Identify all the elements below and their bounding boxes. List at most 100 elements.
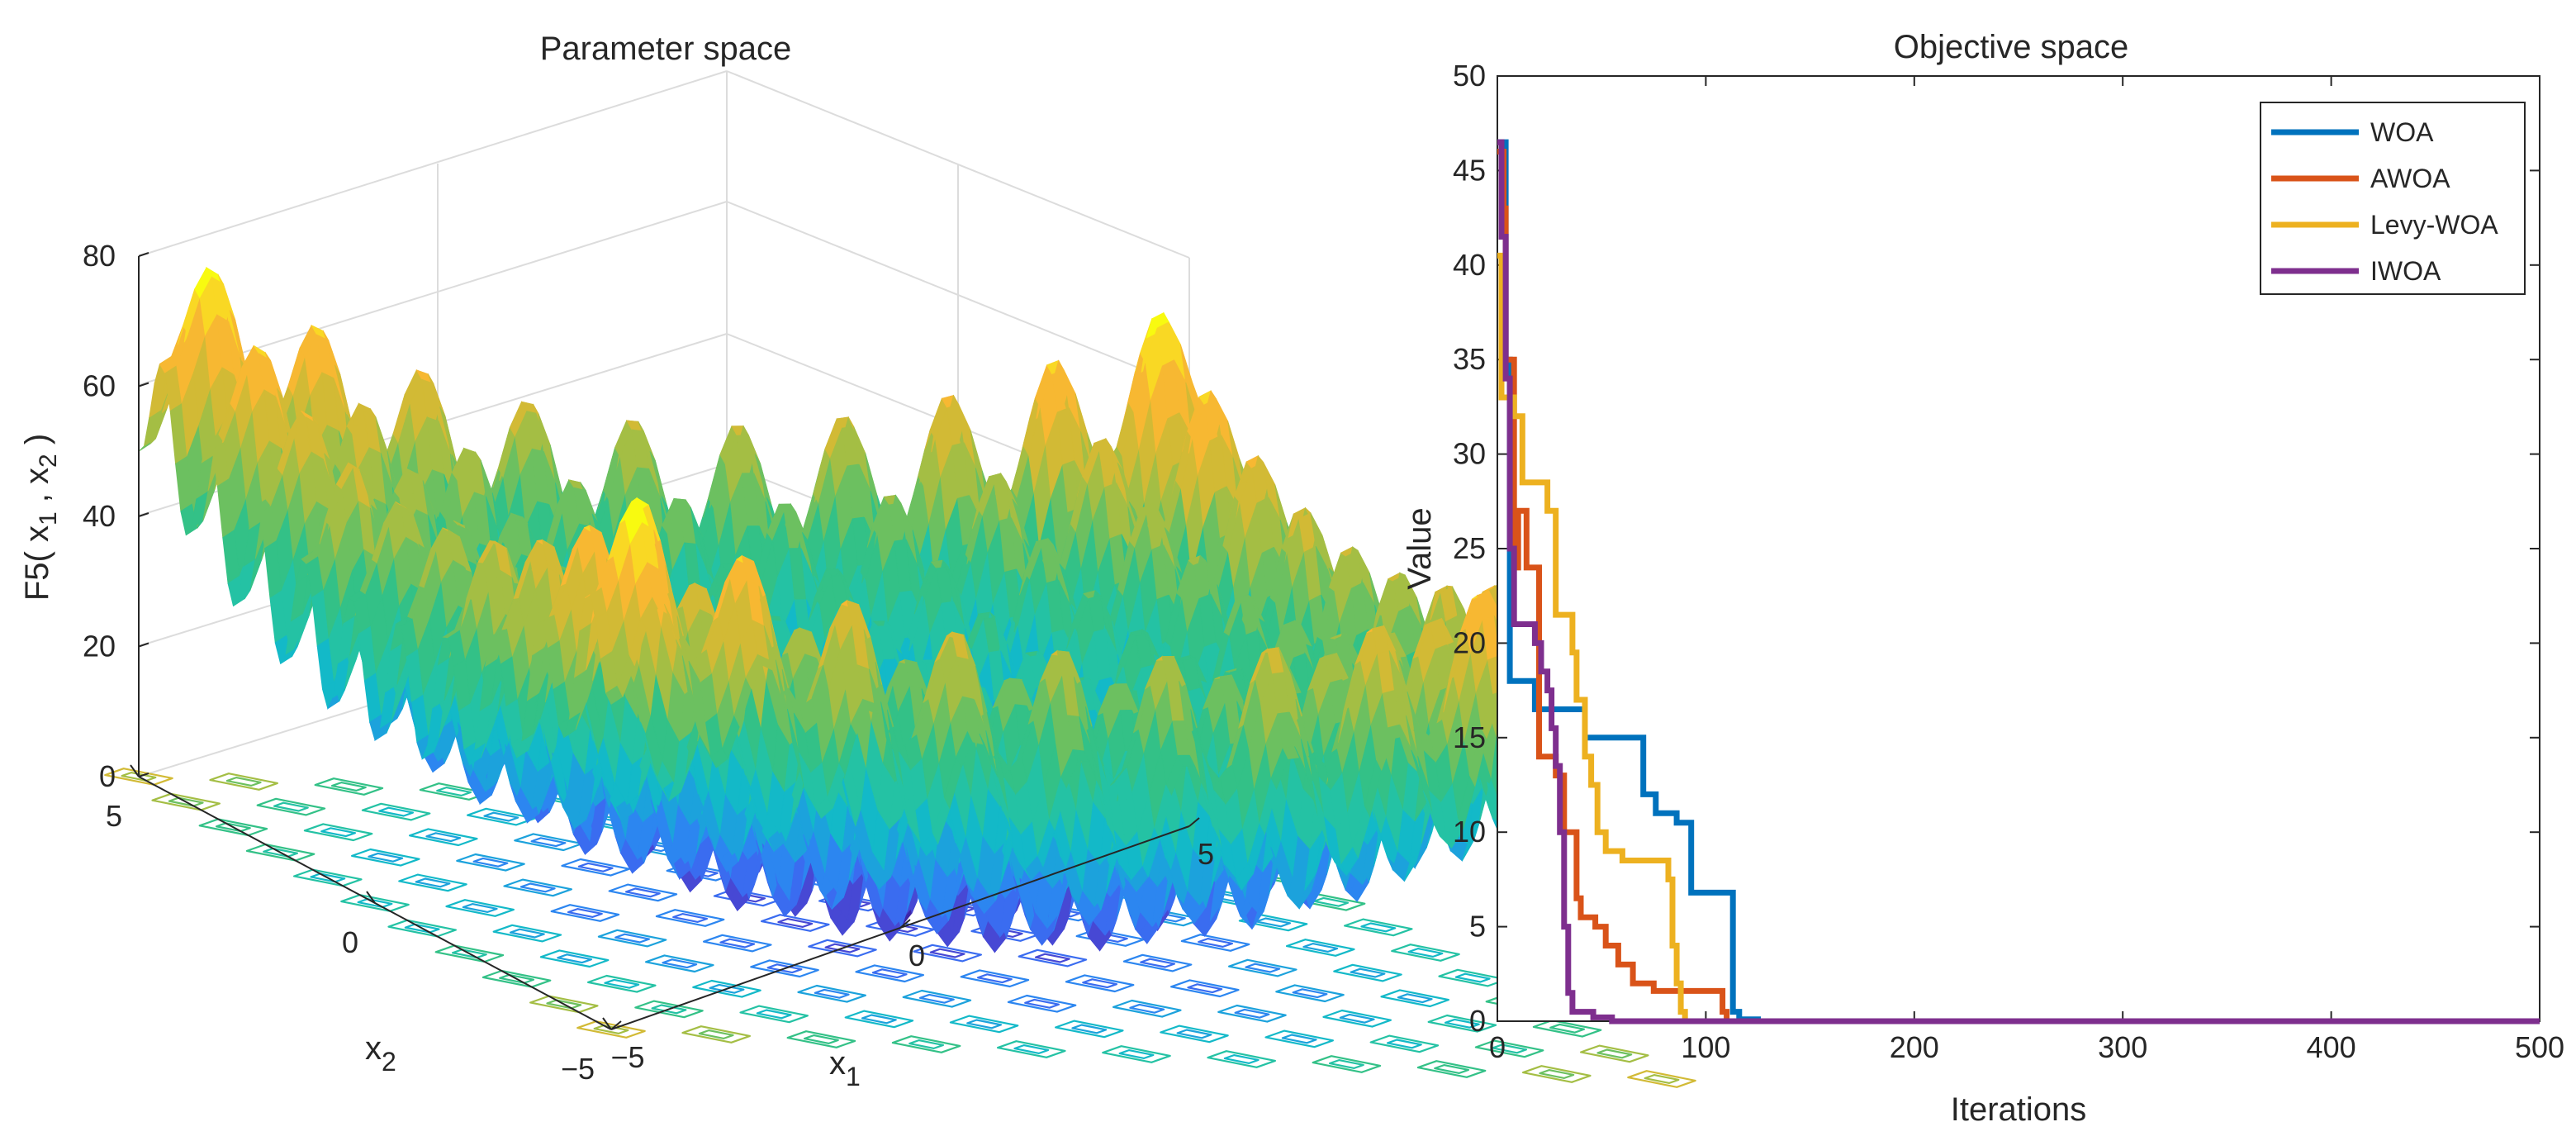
contour-ring (408, 828, 478, 847)
contour-ring (1286, 939, 1355, 957)
contour-ring (1065, 974, 1135, 993)
contour-ring (1580, 1044, 1649, 1063)
contour-ring (756, 1009, 792, 1020)
contour-ring (225, 777, 262, 787)
contour-ring (655, 909, 725, 927)
contour-ring (1176, 1029, 1212, 1039)
contour-ring (1407, 948, 1444, 958)
contour-ring (949, 1015, 1019, 1034)
contour-ring (1369, 1034, 1440, 1053)
contour-ring (808, 939, 877, 958)
contour-ring (976, 973, 1013, 984)
contour-ring (462, 903, 498, 913)
contour-ring (546, 999, 582, 1010)
contour-ring (719, 938, 756, 948)
contour-ring (1438, 968, 1507, 987)
contour-ring (681, 1025, 752, 1044)
contour-ring (1339, 1013, 1375, 1024)
contour-ring (445, 899, 515, 917)
contour-ring (357, 898, 393, 908)
contour-ring (1007, 994, 1077, 1013)
contour-ring (861, 1014, 897, 1025)
contour-ring (1071, 1024, 1108, 1034)
contour-ring (198, 818, 268, 837)
contour-ring (398, 873, 467, 892)
contour-ring (797, 984, 866, 1003)
contour-ring (702, 934, 772, 953)
contour-ring (215, 822, 251, 833)
contour-ring (1344, 918, 1413, 937)
contour-ring (472, 857, 509, 868)
contour-ring (624, 887, 661, 898)
contour-ring (739, 1005, 809, 1024)
contour-ring (378, 806, 415, 817)
surface-chart: Parameter space 8 (19, 31, 1696, 1091)
contour-ring (434, 944, 505, 963)
contour-ring (104, 768, 173, 786)
contour-ring (803, 1034, 839, 1044)
contour-ring (1380, 989, 1449, 1008)
contour-ring (824, 943, 861, 953)
contour-ring (1122, 953, 1193, 972)
contour-ring (1013, 1044, 1050, 1054)
contour-ring (1360, 922, 1397, 933)
contour-ring (1234, 1008, 1270, 1019)
contour-ring (292, 868, 363, 887)
contour-ring (1312, 1055, 1382, 1073)
contour-ring (310, 872, 346, 883)
contour-ring (1474, 1039, 1544, 1058)
contour-ring (567, 908, 603, 918)
contour-ring (786, 1030, 856, 1048)
contour-ring (871, 968, 908, 979)
contour-ring (1281, 1034, 1317, 1044)
contour-ring (844, 1010, 914, 1029)
contour-ring (918, 993, 955, 1004)
contour-ring (1102, 1045, 1171, 1063)
contour-ring (662, 958, 698, 969)
contour-ring (456, 853, 525, 872)
contour-ring (1118, 1049, 1155, 1059)
contour-ring (330, 782, 367, 792)
contour-ring (1596, 1048, 1633, 1059)
contour-ring (1170, 979, 1240, 998)
contour-ring (1492, 1044, 1528, 1054)
contour-ring (482, 969, 552, 988)
contour-ring (891, 1035, 961, 1053)
contour-ring (1292, 988, 1328, 999)
contour-ring (1313, 896, 1350, 907)
contour-ring (576, 1020, 646, 1039)
contour-ring (577, 862, 614, 872)
contour-ring (425, 832, 462, 843)
contour-ring (483, 811, 519, 822)
contour-ring (368, 852, 404, 863)
contour-ring (698, 1029, 734, 1039)
contour-ring (530, 837, 567, 848)
contour-ring (519, 882, 556, 893)
contour-ring (529, 995, 599, 1014)
contour-ring (451, 948, 487, 959)
contour-ring (404, 923, 440, 934)
contour-ring (503, 878, 573, 897)
surface-title: Parameter space (540, 31, 792, 67)
contour-ring (593, 1025, 629, 1034)
contour-ring (1391, 944, 1460, 962)
contour-ring (209, 773, 279, 791)
contour-ring (1082, 978, 1118, 989)
contour-ring (672, 913, 709, 923)
contour-ring (855, 964, 924, 983)
contour-ring (1522, 1065, 1592, 1083)
contour-ring (709, 983, 745, 994)
contour-ring (814, 988, 850, 999)
contour-ring (151, 792, 221, 811)
contour-ring (1264, 1029, 1334, 1048)
contour-ring (766, 963, 803, 974)
contour-ring (303, 823, 373, 842)
contour-ring (256, 797, 326, 816)
contour-ring (1245, 963, 1281, 973)
contour-ring (350, 848, 420, 867)
contour-ring (777, 918, 814, 928)
contour-ring (387, 919, 458, 938)
contour-ring (644, 954, 714, 973)
contour-ring (966, 1019, 1003, 1029)
